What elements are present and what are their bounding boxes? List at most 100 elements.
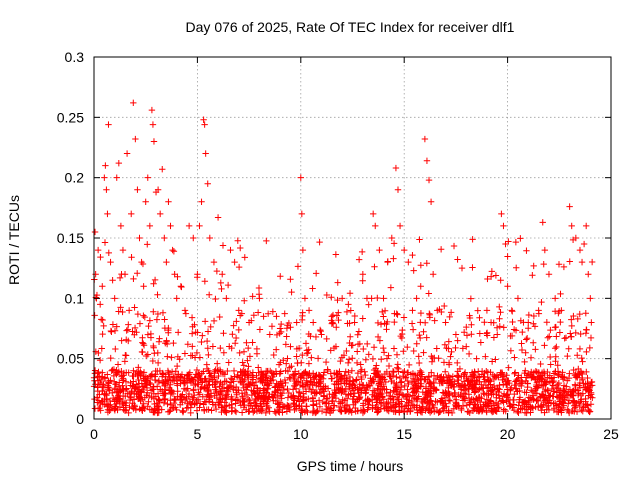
data-point — [377, 390, 384, 397]
data-point — [212, 366, 219, 373]
data-point — [390, 345, 398, 352]
data-point — [350, 378, 357, 385]
data-point — [445, 408, 452, 416]
data-point — [321, 392, 328, 399]
data-point — [298, 405, 305, 413]
data-point — [139, 348, 146, 356]
data-point — [177, 380, 184, 387]
data-point — [391, 318, 398, 326]
data-point — [210, 258, 218, 266]
data-point — [333, 324, 340, 331]
data-point — [487, 387, 495, 394]
data-point — [446, 391, 453, 398]
data-point — [282, 379, 289, 387]
data-point — [515, 402, 522, 409]
data-point — [554, 371, 562, 378]
data-point — [515, 380, 523, 388]
data-point — [384, 258, 392, 265]
data-point — [441, 302, 448, 310]
data-point — [516, 396, 523, 403]
data-point — [102, 162, 109, 169]
data-point — [391, 310, 398, 317]
data-point — [204, 388, 212, 395]
data-point — [219, 404, 226, 411]
data-point — [249, 376, 256, 383]
data-point — [505, 364, 512, 371]
data-point — [154, 186, 162, 193]
data-point — [351, 319, 358, 326]
data-point — [245, 363, 252, 370]
data-point — [205, 398, 213, 405]
data-point — [437, 397, 445, 404]
data-point — [538, 369, 546, 376]
data-point — [158, 406, 165, 413]
data-point — [433, 386, 440, 394]
data-point — [146, 222, 154, 230]
data-point — [317, 327, 324, 335]
data-point — [410, 347, 417, 355]
data-point — [297, 374, 305, 382]
data-point — [250, 409, 257, 416]
data-point — [169, 390, 177, 398]
data-point — [333, 312, 341, 319]
data-point — [100, 322, 107, 330]
data-point — [467, 398, 474, 406]
data-point — [365, 404, 372, 411]
data-point — [345, 356, 353, 363]
data-point — [426, 378, 433, 386]
data-point — [467, 295, 475, 302]
data-point — [298, 210, 306, 218]
data-point — [116, 395, 123, 402]
data-point — [457, 386, 465, 393]
data-point — [483, 367, 490, 375]
data-point — [423, 157, 431, 164]
data-point — [491, 386, 499, 393]
data-point — [105, 121, 112, 128]
data-point — [393, 373, 400, 381]
data-point — [567, 330, 574, 337]
data-point — [400, 348, 407, 355]
data-point — [481, 390, 488, 398]
data-point — [144, 351, 151, 358]
data-point — [135, 376, 142, 384]
data-point — [201, 278, 209, 285]
data-point — [550, 377, 557, 385]
data-point — [431, 408, 438, 415]
data-point — [316, 372, 323, 379]
data-point — [228, 401, 235, 408]
data-point — [455, 374, 462, 381]
data-point — [558, 373, 566, 380]
data-point — [276, 370, 284, 377]
data-point — [388, 377, 395, 385]
data-point — [539, 219, 546, 226]
data-point — [161, 316, 168, 323]
data-point — [335, 316, 342, 324]
data-point — [523, 336, 530, 343]
data-point — [405, 380, 412, 388]
data-point — [94, 377, 102, 384]
data-point — [468, 382, 476, 389]
data-point — [250, 312, 258, 319]
data-point — [377, 386, 385, 394]
data-point — [546, 353, 554, 361]
data-point — [577, 330, 584, 338]
data-point — [396, 374, 404, 382]
data-point — [168, 354, 175, 361]
data-point — [443, 403, 450, 410]
data-point — [136, 320, 144, 327]
data-point — [397, 379, 404, 386]
data-point — [114, 361, 122, 368]
data-point — [409, 307, 416, 314]
data-point — [154, 349, 161, 357]
data-point — [154, 310, 162, 318]
data-point — [97, 400, 104, 408]
data-point — [328, 317, 335, 324]
data-point — [121, 358, 129, 365]
data-point — [236, 349, 243, 357]
data-point — [335, 386, 342, 393]
data-point — [399, 326, 406, 334]
data-point — [404, 369, 411, 376]
data-point — [429, 401, 436, 408]
data-point — [178, 283, 185, 291]
data-point — [291, 382, 298, 390]
